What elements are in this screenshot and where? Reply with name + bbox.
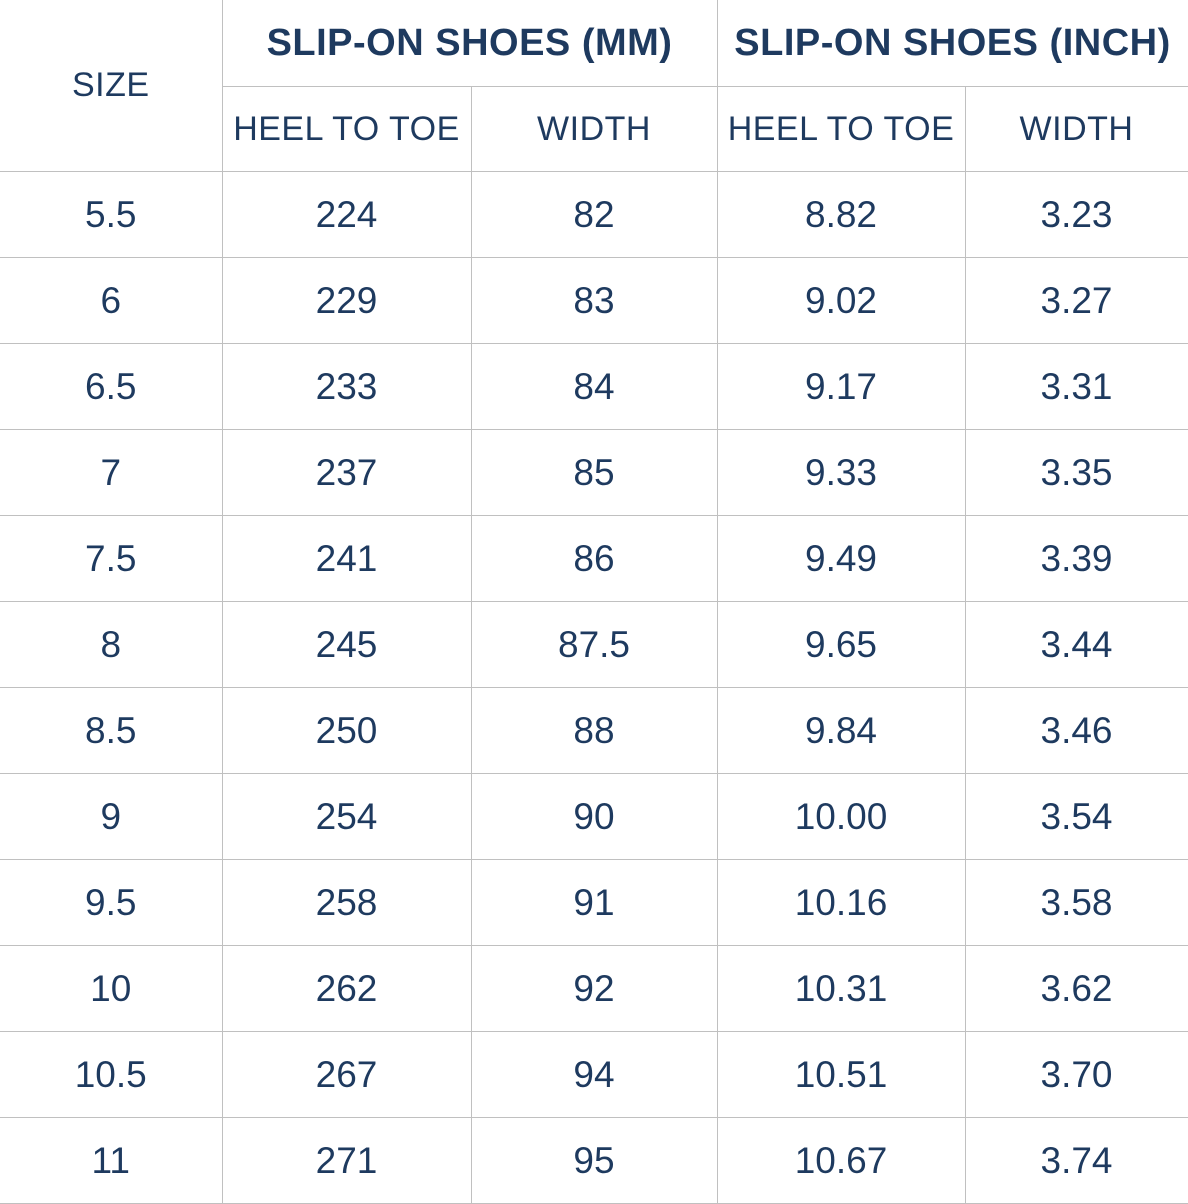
table-row: 8 245 87.5 9.65 3.44 <box>0 601 1188 688</box>
cell-mm-heel-to-toe: 233 <box>222 343 472 430</box>
cell-mm-width: 86 <box>471 515 718 602</box>
cell-inch-width: 3.54 <box>965 773 1188 860</box>
header-size: SIZE <box>0 0 223 172</box>
cell-inch-heel-to-toe: 9.17 <box>717 343 966 430</box>
cell-inch-width: 3.46 <box>965 687 1188 774</box>
cell-size: 6 <box>0 257 223 344</box>
cell-mm-heel-to-toe: 237 <box>222 429 472 516</box>
table-row: 9 254 90 10.00 3.54 <box>0 773 1188 860</box>
cell-size: 6.5 <box>0 343 223 430</box>
cell-size: 11 <box>0 1117 223 1204</box>
cell-mm-width: 88 <box>471 687 718 774</box>
sub-header-row: HEEL TO TOE WIDTH HEEL TO TOE WIDTH <box>0 86 1188 172</box>
table-row: 6 229 83 9.02 3.27 <box>0 257 1188 344</box>
cell-mm-width: 85 <box>471 429 718 516</box>
table-row: 8.5 250 88 9.84 3.46 <box>0 687 1188 774</box>
cell-mm-width: 83 <box>471 257 718 344</box>
header-mm-width: WIDTH <box>471 86 718 172</box>
table-body: 5.5 224 82 8.82 3.23 6 229 83 9.02 3.27 6.5 233 84 9.… <box>0 171 1188 1204</box>
cell-inch-heel-to-toe: 9.02 <box>717 257 966 344</box>
cell-inch-width: 3.27 <box>965 257 1188 344</box>
cell-size: 8 <box>0 601 223 688</box>
cell-inch-width: 3.58 <box>965 859 1188 946</box>
header-inch-width: WIDTH <box>965 86 1188 172</box>
header-group-mm: SLIP-ON SHOES (MM) <box>222 0 718 87</box>
cell-mm-heel-to-toe: 250 <box>222 687 472 774</box>
cell-inch-width: 3.31 <box>965 343 1188 430</box>
header-group-inch: SLIP-ON SHOES (INCH) <box>717 0 1188 87</box>
cell-mm-heel-to-toe: 224 <box>222 171 472 258</box>
cell-mm-width: 84 <box>471 343 718 430</box>
cell-size: 9 <box>0 773 223 860</box>
table-row: 7.5 241 86 9.49 3.39 <box>0 515 1188 602</box>
cell-mm-width: 87.5 <box>471 601 718 688</box>
cell-inch-width: 3.39 <box>965 515 1188 602</box>
cell-size: 10.5 <box>0 1031 223 1118</box>
group-header-row: SIZE SLIP-ON SHOES (MM) SLIP-ON SHOES (I… <box>0 0 1188 172</box>
cell-mm-heel-to-toe: 229 <box>222 257 472 344</box>
cell-inch-width: 3.74 <box>965 1117 1188 1204</box>
cell-mm-heel-to-toe: 262 <box>222 945 472 1032</box>
header-inch-heel-to-toe: HEEL TO TOE <box>717 86 966 172</box>
cell-inch-heel-to-toe: 10.16 <box>717 859 966 946</box>
table-row: 11 271 95 10.67 3.74 <box>0 1117 1188 1204</box>
table-row: 7 237 85 9.33 3.35 <box>0 429 1188 516</box>
cell-mm-heel-to-toe: 258 <box>222 859 472 946</box>
cell-mm-heel-to-toe: 267 <box>222 1031 472 1118</box>
cell-size: 5.5 <box>0 171 223 258</box>
cell-mm-heel-to-toe: 254 <box>222 773 472 860</box>
cell-size: 7 <box>0 429 223 516</box>
cell-mm-heel-to-toe: 241 <box>222 515 472 602</box>
cell-size: 7.5 <box>0 515 223 602</box>
cell-inch-width: 3.23 <box>965 171 1188 258</box>
cell-mm-width: 82 <box>471 171 718 258</box>
table-row: 5.5 224 82 8.82 3.23 <box>0 171 1188 258</box>
cell-mm-width: 92 <box>471 945 718 1032</box>
table-row: 10.5 267 94 10.51 3.70 <box>0 1031 1188 1118</box>
cell-mm-width: 90 <box>471 773 718 860</box>
cell-inch-heel-to-toe: 10.51 <box>717 1031 966 1118</box>
cell-inch-width: 3.35 <box>965 429 1188 516</box>
cell-size: 8.5 <box>0 687 223 774</box>
cell-inch-width: 3.62 <box>965 945 1188 1032</box>
cell-inch-heel-to-toe: 9.33 <box>717 429 966 516</box>
cell-mm-width: 94 <box>471 1031 718 1118</box>
cell-inch-heel-to-toe: 10.67 <box>717 1117 966 1204</box>
table-header: SIZE SLIP-ON SHOES (MM) SLIP-ON SHOES (I… <box>0 0 1188 172</box>
cell-inch-heel-to-toe: 9.65 <box>717 601 966 688</box>
cell-inch-heel-to-toe: 10.00 <box>717 773 966 860</box>
cell-mm-width: 91 <box>471 859 718 946</box>
cell-size: 10 <box>0 945 223 1032</box>
cell-inch-heel-to-toe: 10.31 <box>717 945 966 1032</box>
cell-inch-heel-to-toe: 9.49 <box>717 515 966 602</box>
cell-inch-heel-to-toe: 8.82 <box>717 171 966 258</box>
cell-mm-width: 95 <box>471 1117 718 1204</box>
cell-inch-width: 3.44 <box>965 601 1188 688</box>
table-row: 10 262 92 10.31 3.62 <box>0 945 1188 1032</box>
table-row: 6.5 233 84 9.17 3.31 <box>0 343 1188 430</box>
header-mm-heel-to-toe: HEEL TO TOE <box>222 86 472 172</box>
cell-size: 9.5 <box>0 859 223 946</box>
cell-mm-heel-to-toe: 245 <box>222 601 472 688</box>
table-row: 9.5 258 91 10.16 3.58 <box>0 859 1188 946</box>
cell-inch-width: 3.70 <box>965 1031 1188 1118</box>
cell-inch-heel-to-toe: 9.84 <box>717 687 966 774</box>
cell-mm-heel-to-toe: 271 <box>222 1117 472 1204</box>
